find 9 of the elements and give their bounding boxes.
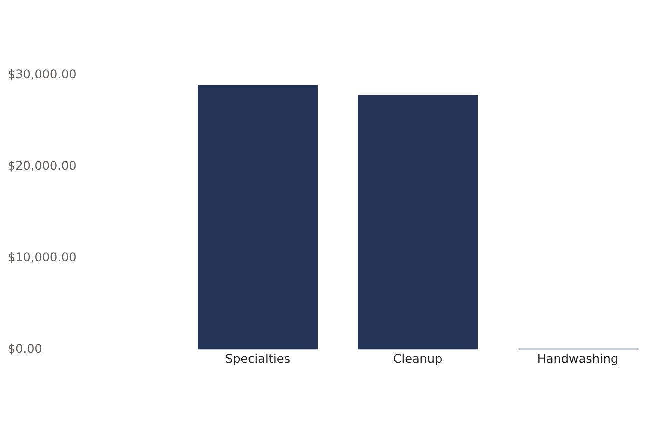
y-tick-label: $30,000.00 xyxy=(8,67,77,82)
x-tick-label: Specialties xyxy=(226,352,290,366)
bar xyxy=(198,85,318,350)
y-tick-label: $10,000.00 xyxy=(8,250,77,264)
x-tick-label: Cleanup xyxy=(393,352,443,366)
y-tick-label: $0.00 xyxy=(8,342,42,356)
bar xyxy=(358,95,478,350)
x-tick-label: Handwashing xyxy=(537,352,619,366)
y-tick-label: $20,000.00 xyxy=(8,158,77,173)
